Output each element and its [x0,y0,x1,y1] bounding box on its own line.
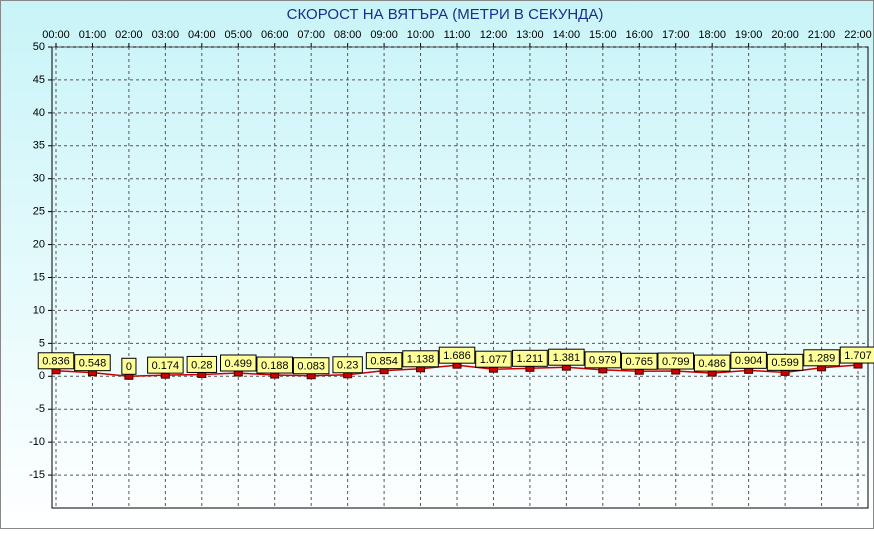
value-label: 1.381 [553,352,581,364]
x-tick-label: 02:00 [115,29,143,41]
value-label-box [584,351,622,369]
value-label: 0.904 [735,355,763,367]
value-label: 0.486 [698,358,726,370]
y-tick-label: -15 [29,469,45,481]
value-label: 0.979 [589,355,617,367]
value-label-box [693,354,731,372]
value-label: 0.854 [370,356,398,368]
value-label: 0.548 [79,358,107,370]
y-tick-label: -5 [35,403,45,415]
value-label: 1.138 [407,354,435,366]
x-tick-label: 16:00 [626,29,654,41]
value-label-box [621,352,658,370]
value-label-box [512,349,548,367]
value-label: 0.599 [771,357,799,369]
value-label: 0.23 [337,360,358,372]
y-tick-label: 40 [33,107,45,119]
value-label-box [657,352,694,370]
y-tick-label: -10 [29,436,45,448]
value-label-box [147,356,184,374]
value-label-box [730,351,767,369]
value-label: 0.765 [626,356,654,368]
value-label: 0.836 [42,356,70,368]
x-tick-label: 09:00 [370,29,398,41]
x-tick-label: 14:00 [553,29,581,41]
y-tick-label: 35 [33,140,45,152]
y-tick-label: 5 [39,337,45,349]
value-label: 0.083 [297,361,325,373]
value-label-box [766,353,804,371]
value-label-box [37,352,75,370]
x-tick-label: 01:00 [79,29,107,41]
value-label: 0.174 [152,360,180,372]
value-label: 0.188 [261,360,289,372]
value-label: 1.686 [443,350,471,362]
value-label-box [475,350,512,368]
x-tick-label: 20:00 [771,29,799,41]
y-tick-label: 30 [33,173,45,185]
value-label-box [186,355,218,373]
value-label: 1.077 [480,354,508,366]
x-tick-label: 00:00 [42,29,70,41]
value-label-box [402,350,439,368]
value-label-box [839,346,874,364]
x-tick-label: 07:00 [297,29,325,41]
value-label-box [292,357,330,375]
value-label-box [74,354,111,372]
y-tick-label: 20 [33,238,45,250]
x-tick-label: 19:00 [735,29,763,41]
x-tick-label: 21:00 [808,29,836,41]
value-label-box [256,356,293,374]
x-tick-label: 18:00 [698,29,726,41]
y-tick-label: 45 [33,74,45,86]
x-tick-label: 15:00 [589,29,617,41]
chart-title: СКОРОСТ НА ВЯТЪРА (МЕТРИ В СЕКУНДА) [287,6,604,23]
y-tick-label: 10 [33,304,45,316]
x-tick-label: 13:00 [516,29,544,41]
x-tick-label: 11:00 [444,29,471,41]
value-label-box [121,357,137,375]
value-label-box [332,356,363,374]
y-tick-label: 25 [33,206,45,218]
value-label: 0.499 [225,358,253,370]
value-label-box [438,346,476,364]
x-tick-label: 22:00 [844,29,872,41]
value-label-box [220,354,257,372]
value-label: 1.707 [844,350,872,362]
value-label-box [803,349,840,367]
value-label-box [548,348,585,366]
value-label: 0.799 [662,356,690,368]
value-label: 0.28 [191,359,212,371]
x-tick-label: 06:00 [261,29,289,41]
x-tick-label: 04:00 [188,29,216,41]
x-tick-label: 17:00 [662,29,690,41]
value-label-box [365,352,403,370]
x-tick-label: 08:00 [334,29,362,41]
x-tick-label: 12:00 [480,29,508,41]
value-label: 0 [126,361,132,373]
y-tick-label: 50 [33,41,45,53]
value-label: 1.211 [517,353,544,365]
x-tick-label: 05:00 [225,29,253,41]
x-tick-label: 10:00 [407,29,435,41]
y-tick-label: 15 [33,271,45,283]
x-tick-label: 03:00 [152,29,180,41]
y-tick-label: 0 [39,370,45,382]
value-label: 1.289 [808,353,836,365]
